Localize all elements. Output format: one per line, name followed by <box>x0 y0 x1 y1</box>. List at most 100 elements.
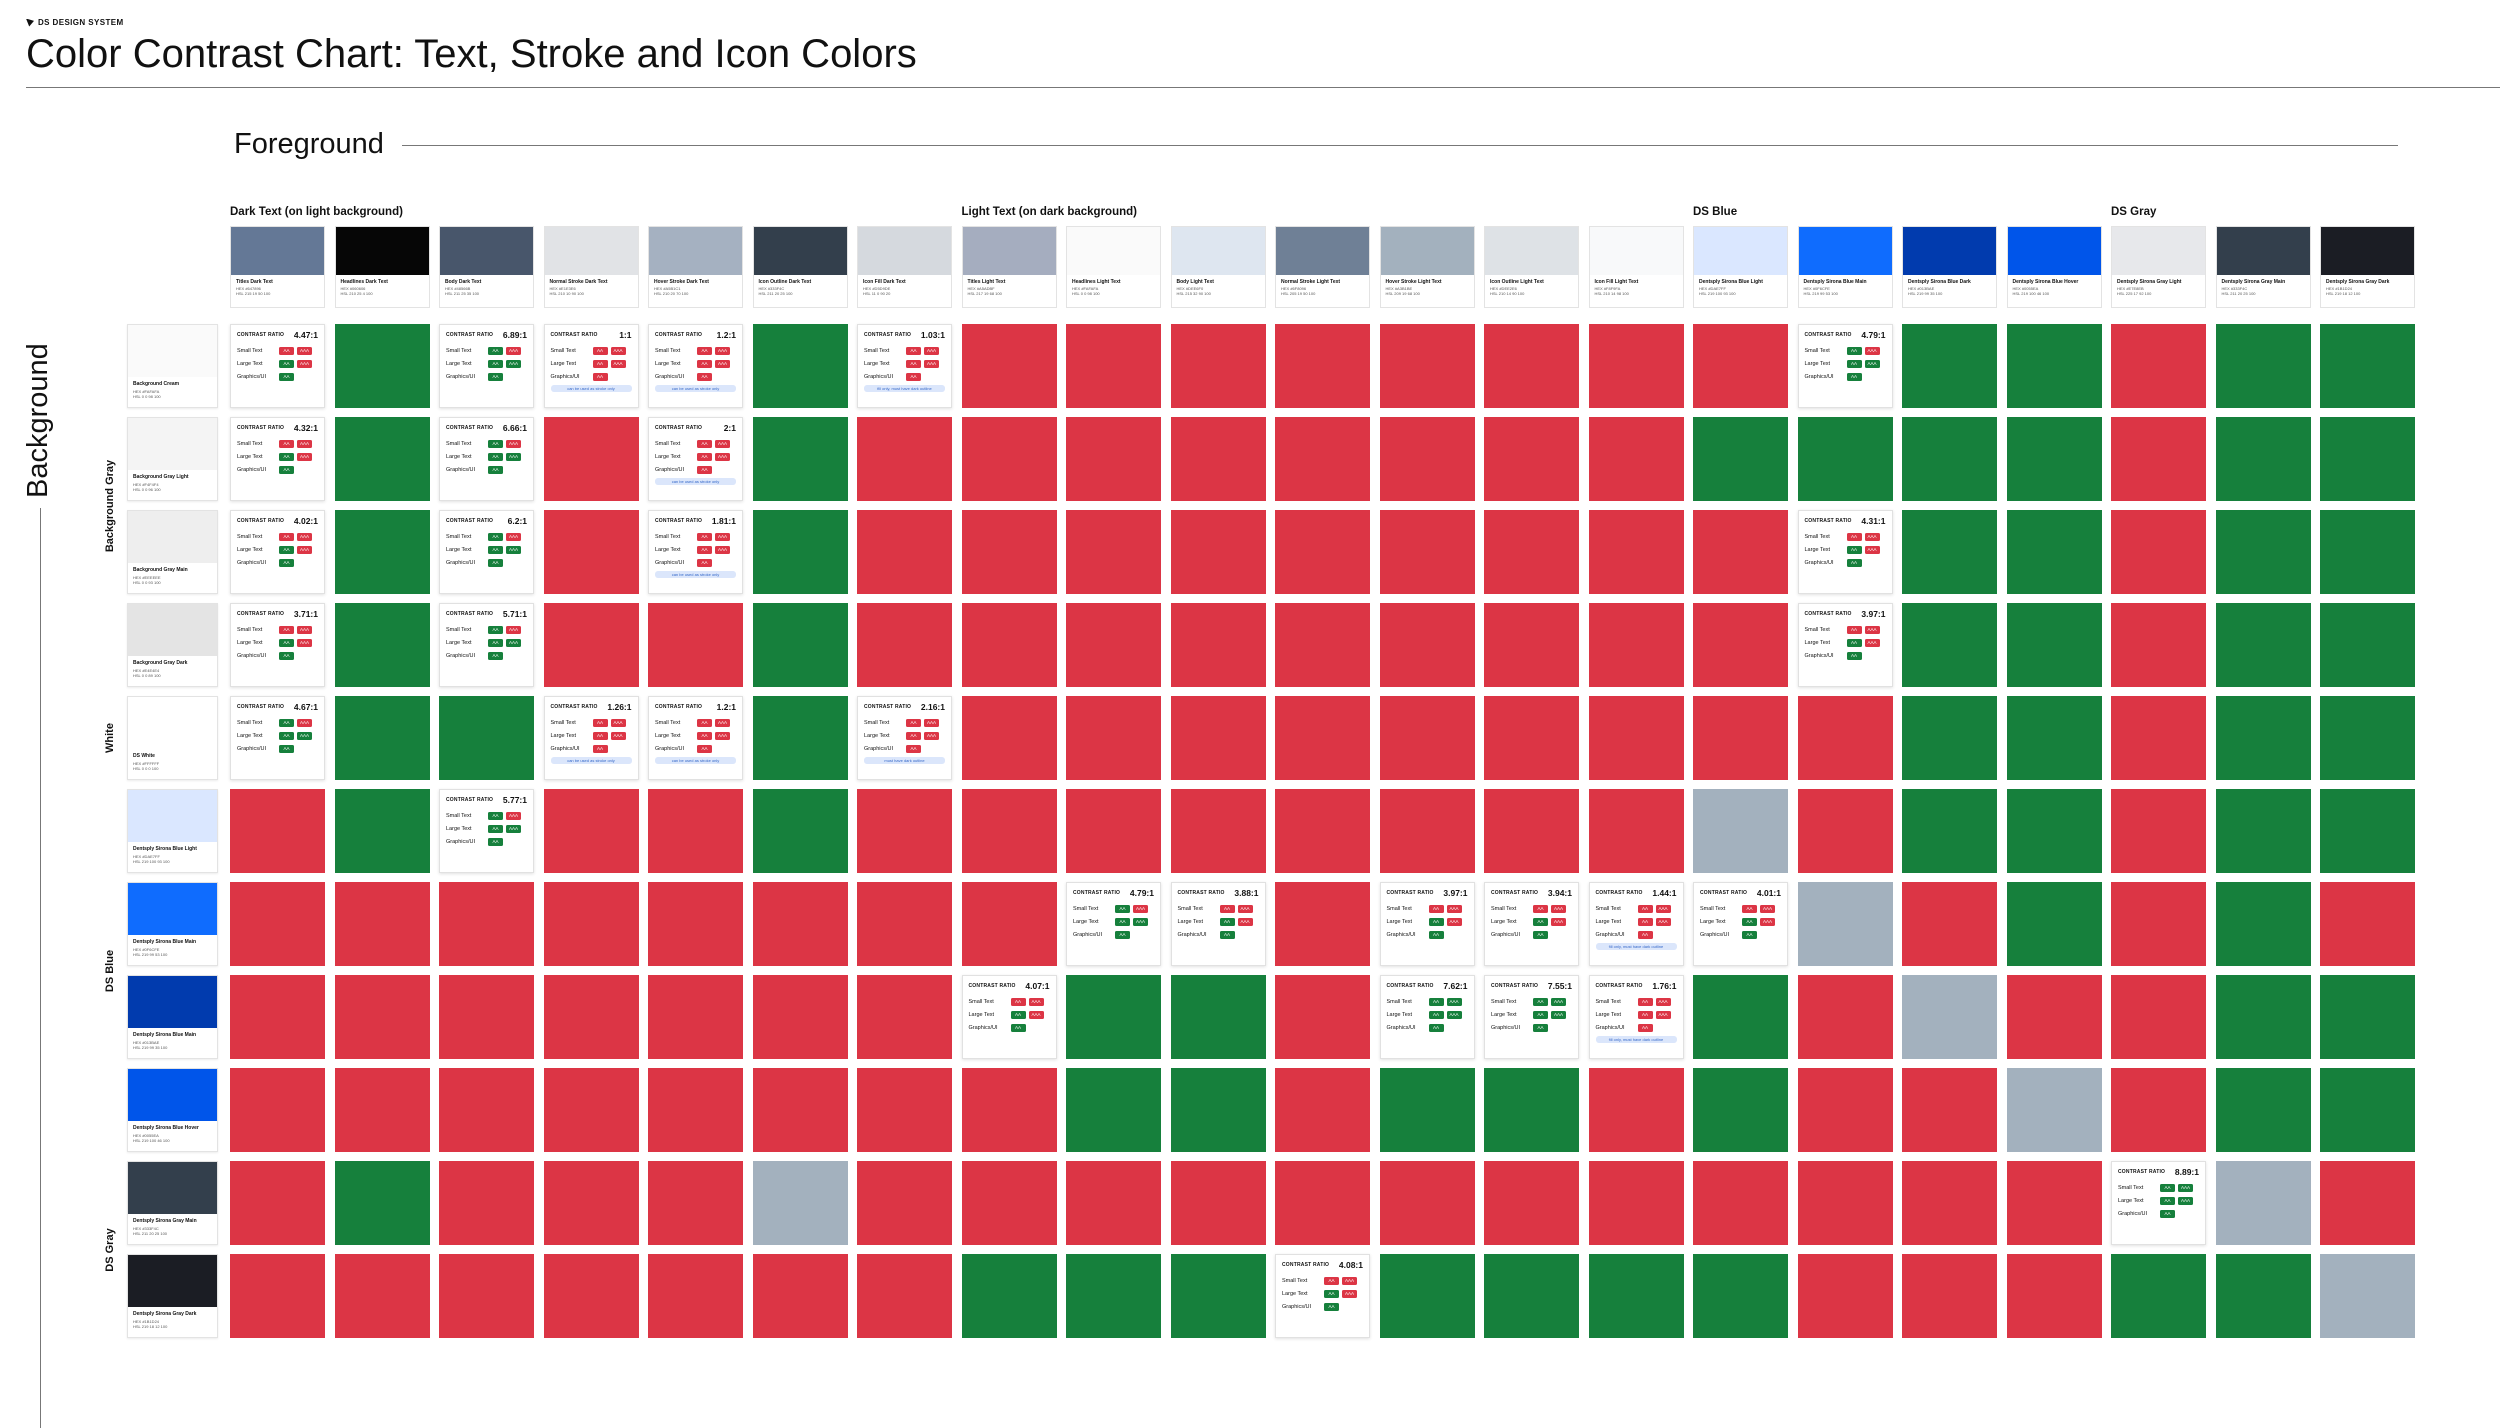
contrast-ratio-card[interactable]: CONTRAST RATIO 4.79:1 Small Text AA AAA Large… <box>1797 324 1893 408</box>
foreground-swatch[interactable]: Body Dark Text HEX #48566B HSL 211 25 35 1… <box>439 226 534 308</box>
background-swatch[interactable]: Background Gray Light HEX #F4F4F4 HSL 0 0 … <box>127 417 218 501</box>
foreground-swatch[interactable]: Icon Outline Light Text HEX #DEE2E6 HSL 21… <box>1484 226 1579 308</box>
wcag-badge: AAA <box>1760 917 1776 926</box>
contrast-ratio-card[interactable]: CONTRAST RATIO 8.89:1 Small Text AA AAA Large… <box>2111 1161 2206 1245</box>
wcag-badge: AAA <box>1655 1010 1671 1019</box>
contrast-ratio-card[interactable]: CONTRAST RATIO 4.47:1 Small Text AA AAA Large… <box>230 324 325 408</box>
contrast-ratio-card[interactable]: CONTRAST RATIO 3.97:1 Small Text AA AAA Large… <box>1379 882 1475 966</box>
foreground-swatch[interactable]: Titles Dark Text HEX #647896 HSL 215 19 50… <box>230 226 325 308</box>
foreground-swatch[interactable]: Icon Outline Dark Text HEX #333F4C HSL 211… <box>752 226 848 308</box>
swatch-hsl: HSL 209 19 68 100 <box>1385 291 1420 296</box>
contrast-ratio-card[interactable]: CONTRAST RATIO 6.66:1 Small Text AA AAA Large… <box>439 417 534 501</box>
wcag-row-label: Large Text <box>237 453 263 460</box>
contrast-ratio-card[interactable]: CONTRAST RATIO 4.79:1 Small Text AA AAA Large… <box>1066 882 1161 966</box>
wcag-row: Graphics/UI AA <box>1491 1023 1572 1032</box>
wcag-badge: AA <box>906 731 921 740</box>
contrast-ratio-card[interactable]: CONTRAST RATIO 2.16:1 Small Text AA AAA Large… <box>857 696 952 780</box>
contrast-ratio-label: CONTRAST RATIO <box>2118 1169 2166 1175</box>
contrast-ratio-card[interactable]: CONTRAST RATIO 1.76:1 Small Text AA AAA Large… <box>1588 975 1684 1059</box>
contrast-cell-fail <box>439 1068 534 1152</box>
foreground-swatch[interactable]: Dentsply Sirona Blue Light HEX #DAE7FF HSL… <box>1693 226 1788 308</box>
wcag-badge: AAA <box>1864 359 1880 368</box>
swatch-hex: HEX #DAE7FF <box>1699 286 1726 291</box>
foreground-swatch[interactable]: Dentsply Sirona Gray Light HEX #E7E8EB HSL… <box>2111 226 2206 308</box>
foreground-swatch[interactable]: Normal Stroke Light Text HEX #6F8096 HSL 2… <box>1275 226 1370 308</box>
foreground-swatch[interactable]: Dentsply Sirona Gray Dark HEX #1B1D24 HSL … <box>2320 226 2415 308</box>
contrast-cell-fail <box>1170 789 1266 873</box>
contrast-ratio-label: CONTRAST RATIO <box>1386 983 1434 989</box>
wcag-row: Large Text AA AAA <box>551 731 632 740</box>
contrast-ratio-card[interactable]: CONTRAST RATIO 1.03:1 Small Text AA AAA Large… <box>857 324 952 408</box>
contrast-ratio-card[interactable]: CONTRAST RATIO 4.07:1 Small Text AA AAA Large… <box>961 975 1057 1059</box>
foreground-swatch[interactable]: Dentsply Sirona Blue Hover HEX #0055EA HSL… <box>2006 226 2102 308</box>
wcag-row-label: Graphics/UI <box>1491 1024 1521 1031</box>
foreground-swatch[interactable]: Body Light Text HEX #DEE6F0 HSL 215 32 90 … <box>1170 226 1266 308</box>
wcag-badge: AA <box>2160 1183 2175 1192</box>
foreground-swatch[interactable]: Dentsply Sirona Blue Dark HEX #013BAE HSL … <box>1902 226 1997 308</box>
contrast-ratio-card[interactable]: CONTRAST RATIO 7.62:1 Small Text AA AAA Large… <box>1379 975 1475 1059</box>
contrast-cell-fail <box>857 510 952 594</box>
contrast-ratio-card[interactable]: CONTRAST RATIO 5.71:1 Small Text AA AAA Large… <box>439 603 534 687</box>
contrast-ratio-label: CONTRAST RATIO <box>1386 890 1434 896</box>
contrast-ratio-card[interactable]: CONTRAST RATIO 1.2:1 Small Text AA AAA Large … <box>648 324 743 408</box>
wcag-row-label: Graphics/UI <box>655 745 685 752</box>
contrast-ratio-card[interactable]: CONTRAST RATIO 1.2:1 Small Text AA AAA Large … <box>648 696 743 780</box>
contrast-ratio-card[interactable]: CONTRAST RATIO 3.97:1 Small Text AA AAA Large… <box>1797 603 1893 687</box>
contrast-ratio-card[interactable]: CONTRAST RATIO 1.81:1 Small Text AA AAA Large… <box>648 510 743 594</box>
contrast-ratio-card[interactable]: CONTRAST RATIO 2:1 Small Text AA AAA Large Te… <box>648 417 743 501</box>
contrast-ratio-card[interactable]: CONTRAST RATIO 4.31:1 Small Text AA AAA Large… <box>1797 510 1893 594</box>
contrast-ratio-card[interactable]: CONTRAST RATIO 1.26:1 Small Text AA AAA Large… <box>543 696 639 780</box>
foreground-swatch[interactable]: Hover Stroke Dark Text HEX #A5B1C1 HSL 210… <box>648 226 743 308</box>
contrast-ratio-card[interactable]: CONTRAST RATIO 4.01:1 Small Text AA AAA Large… <box>1693 882 1788 966</box>
foreground-swatch[interactable]: Icon Fill Dark Text HEX #D5D9DE HSL 11 0 9… <box>857 226 952 308</box>
contrast-ratio-card[interactable]: CONTRAST RATIO 1:1 Small Text AA AAA Large Te… <box>543 324 639 408</box>
background-swatch[interactable]: Background Gray Dark HEX #E4E4E4 HSL 0 0 8… <box>127 603 218 687</box>
contrast-ratio-header: CONTRAST RATIO 3.97:1 <box>1387 888 1468 898</box>
swatch-hsl: HSL 217 19 68 100 <box>967 291 1002 296</box>
contrast-ratio-label: CONTRAST RATIO <box>550 704 598 710</box>
contrast-ratio-card[interactable]: CONTRAST RATIO 3.88:1 Small Text AA AAA Large… <box>1170 882 1266 966</box>
row-group-label: DS Gray <box>104 1227 116 1272</box>
contrast-ratio-card[interactable]: CONTRAST RATIO 1.44:1 Small Text AA AAA Large… <box>1588 882 1684 966</box>
wcag-row: Graphics/UI AA <box>446 465 527 474</box>
contrast-ratio-card[interactable]: CONTRAST RATIO 4.02:1 Small Text AA AAA Large… <box>230 510 325 594</box>
background-swatch[interactable]: Dentsply Sirona Blue Hover HEX #0055EA HSL… <box>127 1068 218 1152</box>
contrast-ratio-card[interactable]: CONTRAST RATIO 5.77:1 Small Text AA AAA Large… <box>439 789 534 873</box>
wcag-row-label: Graphics/UI <box>550 745 580 752</box>
background-swatch[interactable]: Dentsply Sirona Blue Main HEX #013BAE HSL … <box>127 975 218 1059</box>
background-swatch[interactable]: Background Cream HEX #FAFAFA HSL 0 0 98 10… <box>127 324 218 408</box>
contrast-cell-pass <box>2320 1068 2415 1152</box>
foreground-swatch[interactable]: Normal Stroke Dark Text HEX #E1E3E6 HSL 21… <box>543 226 639 308</box>
background-swatch[interactable]: Dentsply Sirona Gray Dark HEX #1B1D24 HSL … <box>127 1254 218 1338</box>
contrast-ratio-card[interactable]: CONTRAST RATIO 4.67:1 Small Text AA AAA Large… <box>230 696 325 780</box>
contrast-ratio-card[interactable]: CONTRAST RATIO 4.32:1 Small Text AA AAA Large… <box>230 417 325 501</box>
wcag-row-label: Large Text <box>1386 1011 1413 1018</box>
foreground-swatch[interactable]: Headlines Light Text HEX #FAFAFA HSL 0 0 9… <box>1066 226 1161 308</box>
contrast-ratio-card[interactable]: CONTRAST RATIO 7.55:1 Small Text AA AAA Large… <box>1484 975 1579 1059</box>
contrast-cell-fail <box>961 1161 1057 1245</box>
wcag-row-label: Large Text <box>1177 918 1204 925</box>
foreground-swatch[interactable]: Hover Stroke Light Text HEX #A3B1BE HSL 20… <box>1379 226 1475 308</box>
background-swatch[interactable]: DS White HEX #FFFFFF HSL 0 0 0 100 <box>127 696 218 780</box>
background-swatch[interactable]: Background Gray Main HEX #EEEEEE HSL 0 0 9… <box>127 510 218 594</box>
wcag-badge: AA <box>279 718 294 727</box>
foreground-swatch[interactable]: Titles Light Text HEX #A5ADBF HSL 217 19 6… <box>961 226 1057 308</box>
background-swatch[interactable]: Dentsply Sirona Blue Light HEX #DAE7FF HSL… <box>127 789 218 873</box>
contrast-ratio-card[interactable]: CONTRAST RATIO 4.08:1 Small Text AA AAA Large… <box>1275 1254 1370 1338</box>
wcag-badge: AAA <box>297 346 313 355</box>
background-swatch[interactable]: Dentsply Sirona Blue Main HEX #0F6CFE HSL … <box>127 882 218 966</box>
wcag-badge: AA <box>1637 997 1653 1006</box>
contrast-ratio-card[interactable]: CONTRAST RATIO 6.89:1 Small Text AA AAA Large… <box>439 324 534 408</box>
contrast-cell-pass <box>1379 1068 1475 1152</box>
foreground-swatch[interactable]: Dentsply Sirona Gray Main HEX #333F4C HSL … <box>2215 226 2311 308</box>
foreground-swatch[interactable]: Icon Fill Light Text HEX #F8F9FA HSL 210 1… <box>1588 226 1684 308</box>
background-swatch[interactable]: Dentsply Sirona Gray Main HEX #333F4C HSL … <box>127 1161 218 1245</box>
wcag-row: Large Text AA AAA <box>446 452 527 461</box>
contrast-ratio-card[interactable]: CONTRAST RATIO 3.94:1 Small Text AA AAA Large… <box>1484 882 1579 966</box>
wcag-badge: AAA <box>2178 1183 2194 1192</box>
contrast-ratio-card[interactable]: CONTRAST RATIO 3.71:1 Small Text AA AAA Large… <box>230 603 325 687</box>
foreground-swatch[interactable]: Dentsply Sirona Blue Main HEX #0F6CFE HSL … <box>1797 226 1893 308</box>
contrast-ratio-header: CONTRAST RATIO 4.08:1 <box>1282 1260 1363 1270</box>
foreground-swatch[interactable]: Headlines Dark Text HEX #060606 HSL 210 25… <box>334 226 430 308</box>
contrast-ratio-card[interactable]: CONTRAST RATIO 6.2:1 Small Text AA AAA Large … <box>439 510 534 594</box>
